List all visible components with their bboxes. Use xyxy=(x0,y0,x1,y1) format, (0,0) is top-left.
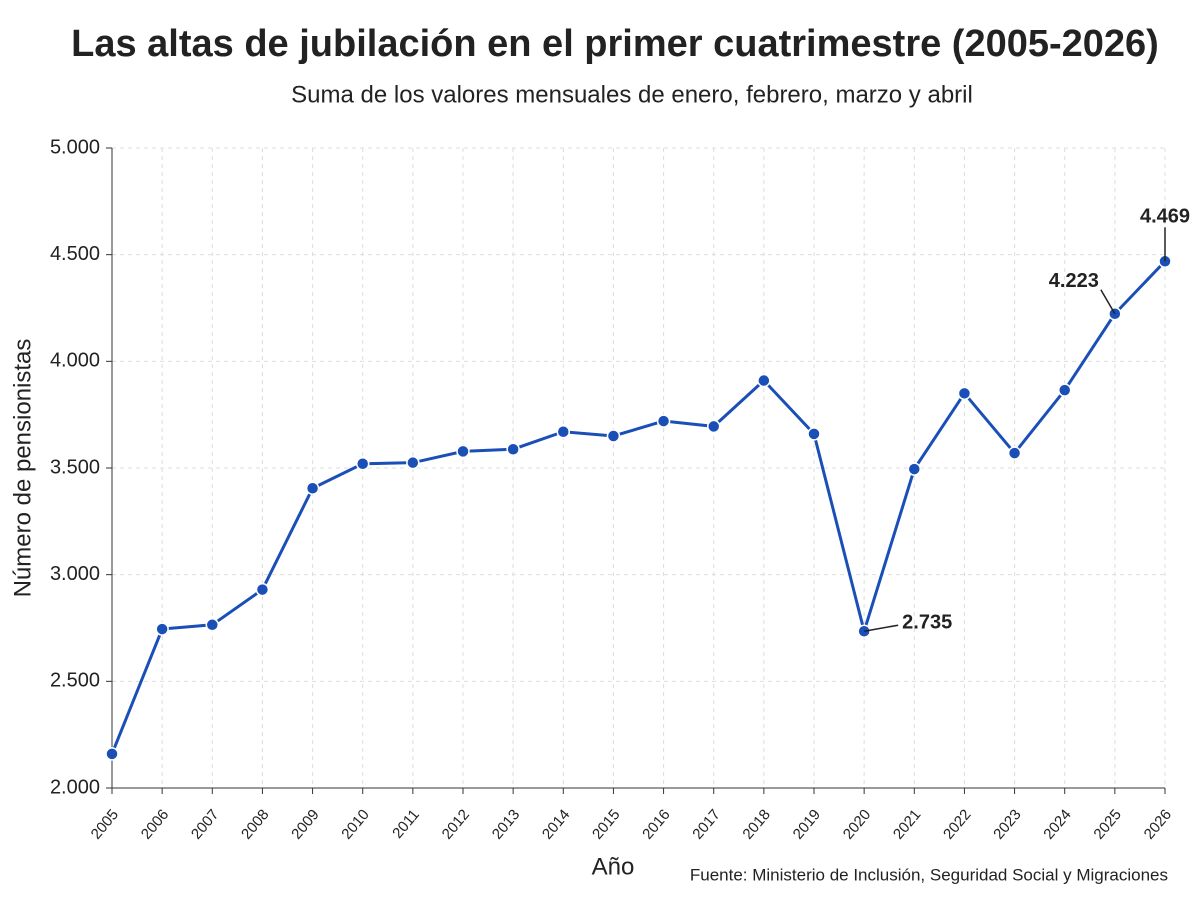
x-tick-label: 2026 xyxy=(1141,806,1175,842)
point xyxy=(1057,383,1072,397)
x-tick-label: 2010 xyxy=(338,806,372,842)
x-tick-label: 2009 xyxy=(288,806,322,842)
point xyxy=(1007,446,1022,460)
data-label: 4.469 xyxy=(1140,206,1190,228)
line-series xyxy=(110,260,1167,755)
y-tick-label: 5.000 xyxy=(50,136,100,158)
leader-line xyxy=(1100,289,1116,315)
point xyxy=(406,455,420,470)
x-tick-label: 2011 xyxy=(389,806,423,842)
point xyxy=(456,444,470,459)
point xyxy=(907,462,922,476)
x-tick-label: 2019 xyxy=(790,806,824,842)
source: Fuente: Ministerio de Inclusión, Segurid… xyxy=(690,865,1168,884)
x-tick-label: 2021 xyxy=(890,806,924,842)
x-tick-label: 2006 xyxy=(138,806,172,842)
point xyxy=(807,427,821,441)
data-label: 4.223 xyxy=(1049,270,1099,292)
chart-title: Las altas de jubilación en el primer cua… xyxy=(71,23,1159,65)
y-axis-label: Número de pensionistas xyxy=(9,339,36,598)
x-tick-label: 2017 xyxy=(689,806,723,842)
point xyxy=(706,419,721,434)
y-tick-label: 4.500 xyxy=(50,243,100,265)
x-tick-label: 2018 xyxy=(739,806,773,842)
y-tick-label: 2.500 xyxy=(50,670,100,692)
x-tick-label: 2023 xyxy=(990,806,1024,842)
x-tick-label: 2025 xyxy=(1090,806,1124,842)
x-axis-label: Año xyxy=(592,853,635,880)
point xyxy=(355,456,370,471)
x-tick-label: 2020 xyxy=(840,806,874,842)
x-tick-label: 2014 xyxy=(539,806,573,842)
point xyxy=(105,747,119,761)
point xyxy=(205,618,220,632)
point xyxy=(957,386,972,401)
chart-subtitle: Suma de los valores mensuales de enero, … xyxy=(291,81,973,108)
y-tick-label: 3.500 xyxy=(50,456,100,478)
point xyxy=(606,429,621,443)
y-tick-label: 4.000 xyxy=(50,350,100,372)
point xyxy=(506,442,520,456)
point xyxy=(757,373,771,388)
x-tick-label: 2024 xyxy=(1040,806,1074,842)
data-label: 2.735 xyxy=(902,611,952,633)
y-tick-label: 2.000 xyxy=(50,776,100,798)
x-tick-label: 2016 xyxy=(639,806,673,842)
x-tick-label: 2013 xyxy=(489,806,523,842)
x-tick-label: 2005 xyxy=(88,806,122,842)
x-tick-label: 2008 xyxy=(238,806,272,842)
point xyxy=(556,424,571,439)
leader-line xyxy=(864,624,899,632)
x-tick-label: 2022 xyxy=(940,806,974,842)
point xyxy=(305,481,320,496)
point xyxy=(155,622,169,636)
point xyxy=(656,414,671,428)
y-tick-label: 3.000 xyxy=(50,563,100,585)
x-tick-label: 2015 xyxy=(589,806,623,842)
x-tick-label: 2012 xyxy=(439,806,473,842)
point xyxy=(255,582,270,597)
x-tick-label: 2007 xyxy=(188,806,222,842)
